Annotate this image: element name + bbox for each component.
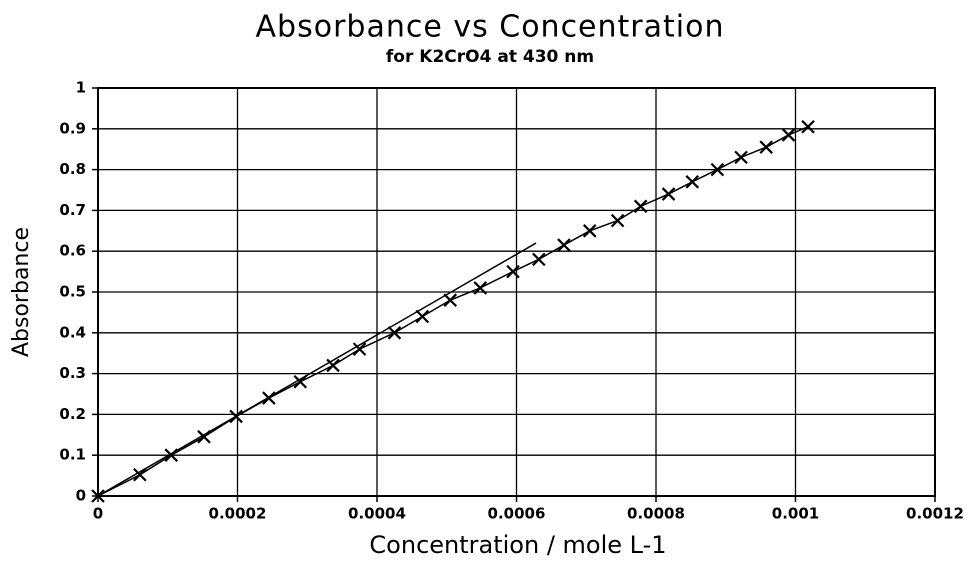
- data-point: [734, 150, 748, 165]
- data-point: [293, 374, 308, 389]
- data-point: [326, 358, 340, 373]
- data-line: [97, 242, 537, 497]
- data-point: [801, 119, 815, 134]
- data-point: [532, 252, 546, 267]
- data-point: [661, 187, 676, 201]
- data-point: [610, 213, 625, 228]
- y-tick-label: 1: [76, 79, 86, 97]
- x-axis-label: Concentration / mole L-1: [369, 531, 666, 559]
- data-point: [633, 199, 648, 214]
- x-tick-label: 0.0002: [209, 505, 267, 523]
- y-tick-label: 0.4: [59, 323, 86, 341]
- x-tick-label: 0.0008: [627, 505, 685, 523]
- data-point: [685, 175, 700, 189]
- data-point: [759, 140, 773, 154]
- y-axis-label: Absorbance: [9, 227, 34, 357]
- data-point: [415, 309, 430, 324]
- y-tick-label: 0.9: [59, 119, 86, 137]
- data-point: [557, 238, 571, 252]
- y-tick-label: 0.2: [59, 405, 86, 423]
- data-point: [352, 342, 367, 356]
- data-point: [443, 293, 458, 307]
- y-tick-label: 0.7: [59, 201, 86, 219]
- data-point: [133, 468, 147, 482]
- data-point: [387, 326, 402, 340]
- plot-frame: [97, 87, 936, 497]
- y-tick-label: 0.3: [59, 364, 86, 382]
- chart-subtitle: for K2CrO4 at 430 nm: [386, 47, 594, 67]
- x-tick-label: 0.0004: [348, 505, 406, 523]
- y-tick-label: 0.1: [59, 446, 86, 464]
- x-tick-label: 0.001: [772, 505, 819, 523]
- x-tick-label: 0.0012: [906, 505, 964, 523]
- data-point: [506, 264, 520, 279]
- y-tick-label: 0.8: [59, 160, 86, 178]
- x-tick-label: 0.0006: [488, 505, 546, 523]
- data-point: [473, 281, 488, 295]
- y-tick-label: 0.6: [59, 242, 86, 260]
- x-tick-label: 0: [93, 505, 103, 523]
- data-point: [582, 224, 597, 238]
- data-line: [97, 126, 809, 497]
- data-point: [710, 162, 725, 177]
- chart-title: Absorbance vs Concentration: [256, 10, 725, 45]
- data-point: [781, 128, 796, 142]
- y-tick-label: 0: [76, 487, 86, 505]
- y-tick-label: 0.5: [59, 283, 86, 301]
